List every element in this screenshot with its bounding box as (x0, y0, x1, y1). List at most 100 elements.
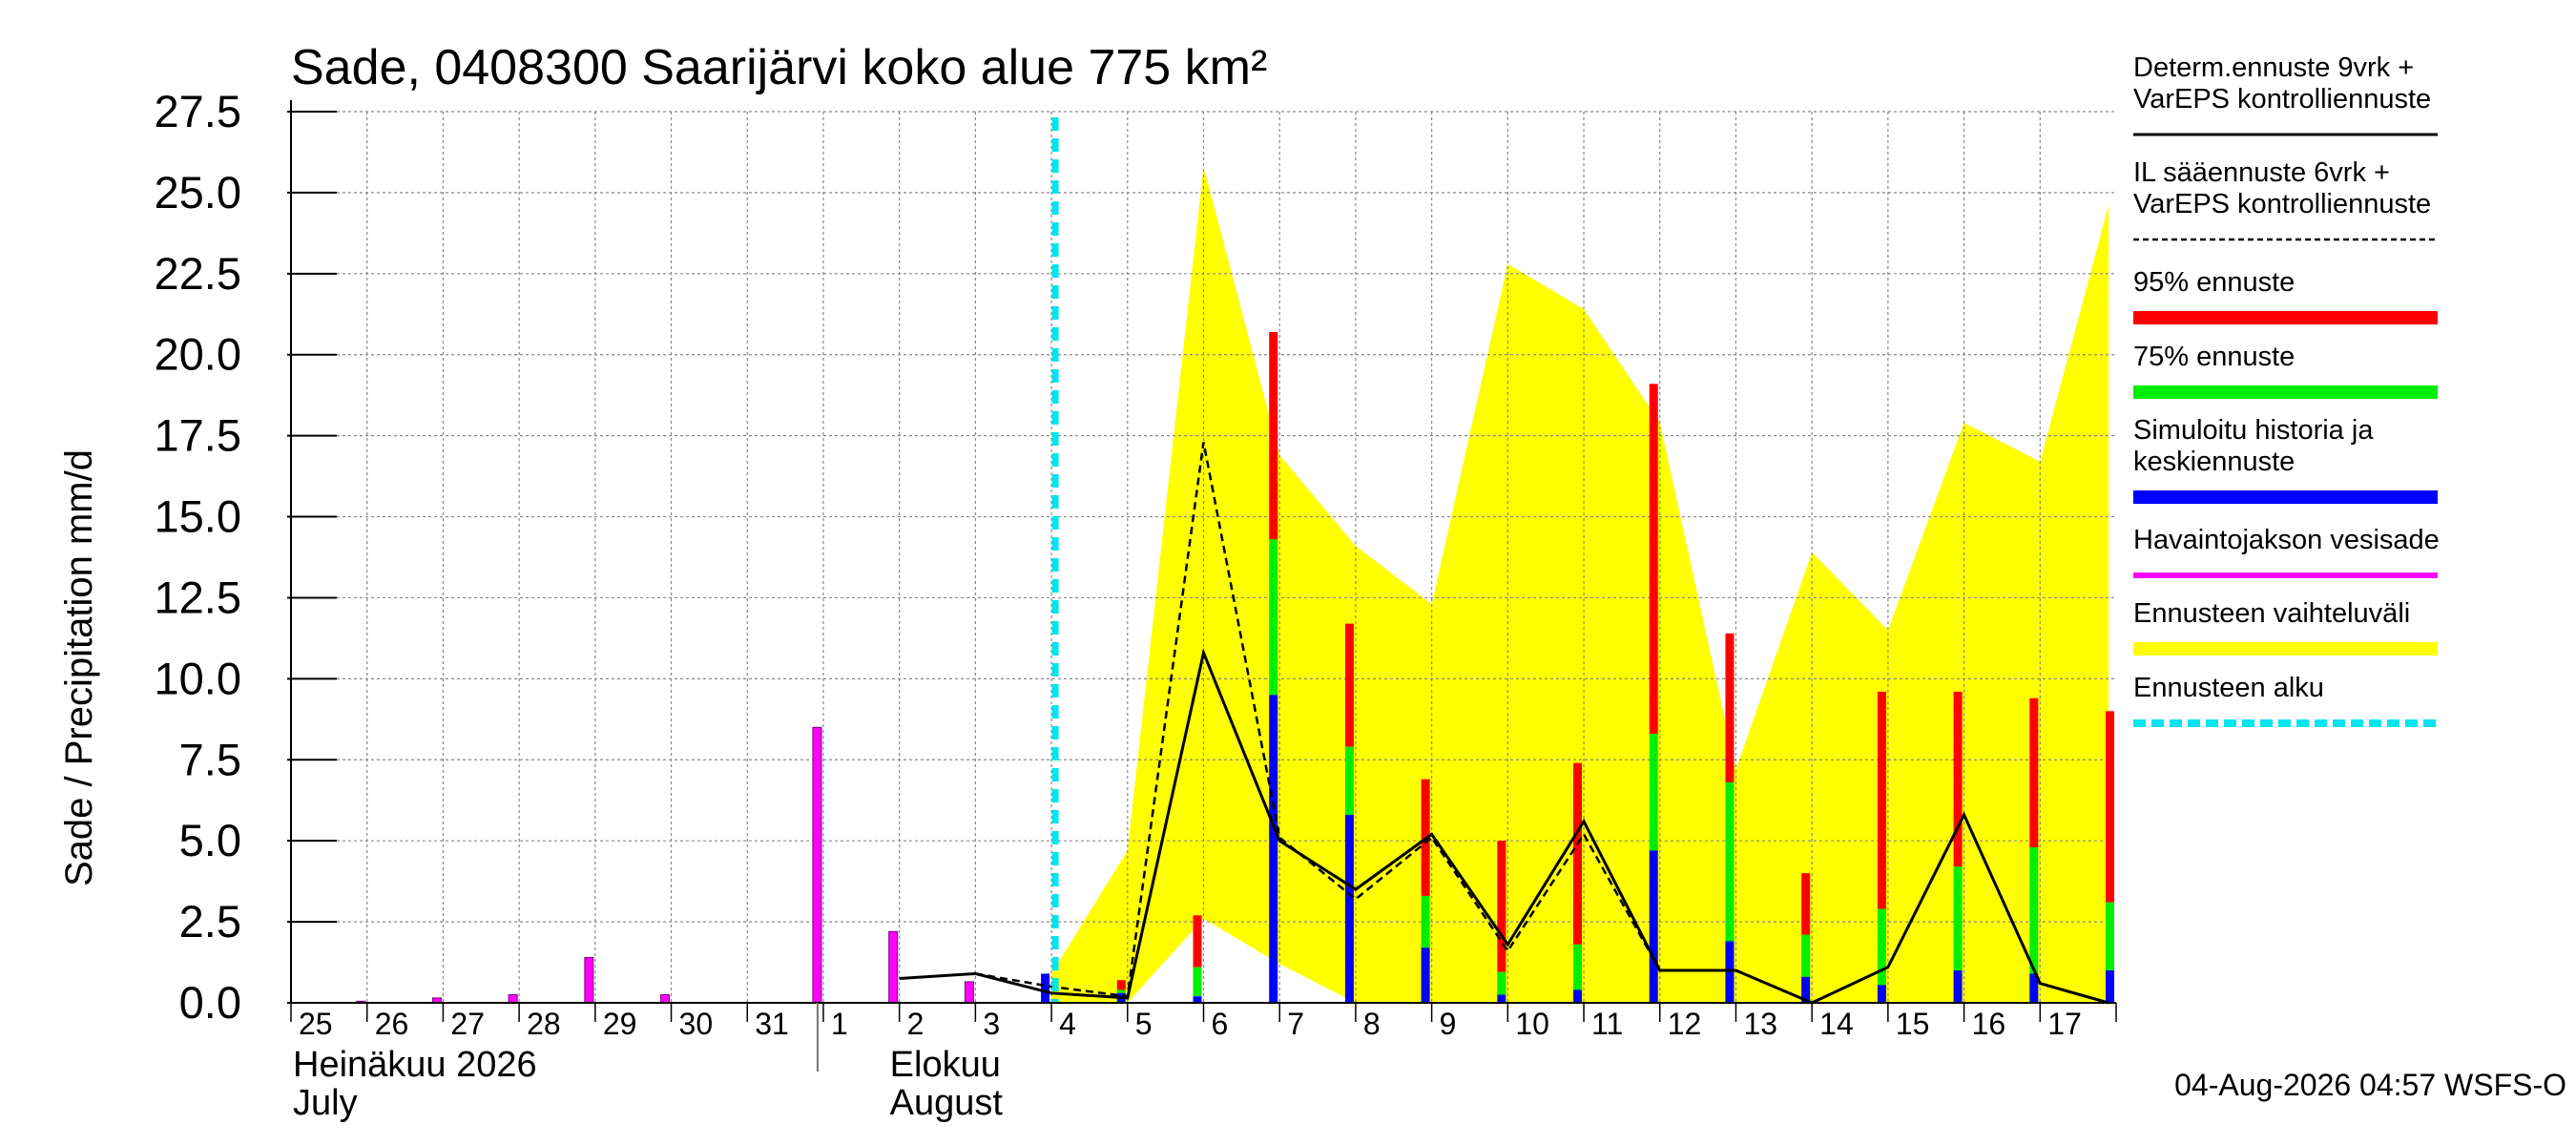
x-tick-label: 27 (450, 1007, 485, 1041)
y-tick-label: 27.5 (155, 86, 241, 136)
forecast-mean-bar (2029, 973, 2039, 1003)
observed-precip-bar (584, 956, 594, 1004)
x-tick-label: 8 (1363, 1007, 1381, 1041)
forecast-95-bar (1269, 331, 1278, 540)
forecast-mean-bar (1573, 989, 1583, 1003)
forecast-mean-bar (1269, 695, 1278, 1003)
forecast-75-bar (1193, 967, 1202, 997)
legend-label: Determ.ennuste 9vrk + (2133, 52, 2414, 83)
x-tick-label: 31 (755, 1007, 789, 1041)
legend: Determ.ennuste 9vrk +VarEPS kontrollienn… (2133, 52, 2440, 727)
forecast-75-bar (1344, 746, 1354, 816)
forecast-75-bar (1573, 944, 1583, 990)
plot-area: 0.0 2.5 5.0 7.5 10.0 12.5 15.0 17.5 20.0 22.5 25.0… (155, 86, 2117, 1123)
x-tick-label: 9 (1440, 1007, 1457, 1041)
forecast-75-bar (1497, 971, 1506, 995)
y-tick-label: 10.0 (155, 653, 241, 703)
forecast-95-bar (1573, 762, 1583, 945)
forecast-mean-bar (1344, 815, 1354, 1003)
month-label: Elokuu (890, 1045, 1001, 1085)
x-tick-label: 15 (1896, 1007, 1930, 1041)
x-tick-label: 14 (1819, 1007, 1854, 1041)
x-tick-label: 17 (2047, 1007, 2082, 1041)
x-tick-label: 7 (1287, 1007, 1304, 1041)
legend-label: IL sääennuste 6vrk + (2133, 157, 2390, 188)
forecast-95-bar (2029, 697, 2039, 847)
y-tick-label: 0.0 (179, 977, 241, 1028)
x-tick-label: 29 (603, 1007, 637, 1041)
legend-label: keskiennuste (2133, 447, 2295, 477)
y-tick-label: 7.5 (179, 734, 241, 784)
y-tick-label: 5.0 (179, 815, 241, 865)
forecast-95-bar (1953, 691, 1963, 867)
x-tick-label: 25 (299, 1007, 333, 1041)
y-axis-label: Sade / Precipitation mm/d (58, 449, 100, 886)
x-tick-label: 1 (831, 1007, 848, 1041)
y-tick-label: 25.0 (155, 167, 241, 218)
observed-precip-bar (812, 726, 822, 1004)
forecast-mean-bar (1421, 947, 1430, 1003)
x-tick-label: 2 (907, 1007, 924, 1041)
forecast-75-bar (2106, 902, 2114, 971)
x-tick-label: 5 (1135, 1007, 1153, 1041)
forecast-mean-bar (1953, 970, 1963, 1003)
x-tick-label: 3 (983, 1007, 1000, 1041)
observed-precip-bar (660, 994, 671, 1004)
forecast-95-bar (1497, 841, 1506, 972)
y-tick-label: 17.5 (155, 410, 241, 461)
forecast-mean-bar (1497, 994, 1506, 1003)
y-tick-label: 2.5 (179, 896, 241, 947)
month-label-en: July (293, 1083, 358, 1123)
forecast-75-bar (1953, 866, 1963, 971)
x-tick-label: 28 (527, 1007, 561, 1041)
forecast-95-bar (2106, 711, 2114, 903)
forecast-95-bar (1344, 623, 1354, 747)
observed-precip-bar (888, 930, 899, 1004)
forecast-mean-bar (1193, 996, 1202, 1003)
forecast-mean-bar (2106, 970, 2114, 1003)
timestamp-label: 04-Aug-2026 04:57 WSFS-O (2174, 1068, 2566, 1102)
forecast-75-bar (1649, 734, 1658, 851)
forecast-75-bar (1116, 989, 1126, 993)
month-label: Heinäkuu 2026 (293, 1045, 537, 1085)
forecast-75-bar (1801, 934, 1811, 977)
forecast-range-area (1051, 166, 2109, 1004)
x-tick-label: 6 (1212, 1007, 1229, 1041)
x-tick-label: 16 (1972, 1007, 2006, 1041)
forecast-95-bar (1801, 873, 1811, 935)
observed-precip-bar (508, 994, 518, 1004)
forecast-75-bar (1269, 539, 1278, 696)
forecast-75-bar (2029, 846, 2039, 974)
x-tick-label: 10 (1515, 1007, 1549, 1041)
x-tick-label: 26 (375, 1007, 409, 1041)
legend-label: VarEPS kontrolliennuste (2133, 189, 2431, 219)
forecast-95-bar (1116, 980, 1126, 990)
forecast-mean-bar (1725, 941, 1735, 1003)
x-tick-label: 12 (1668, 1007, 1702, 1041)
legend-label: Ennusteen vaihteluväli (2133, 598, 2410, 629)
forecast-95-bar (1725, 633, 1735, 783)
forecast-75-bar (1421, 895, 1430, 948)
x-tick-label: 4 (1059, 1007, 1076, 1041)
observed-precip-bar (964, 981, 974, 1004)
legend-label: Havaintojakson vesisade (2133, 525, 2440, 555)
chart-title: Sade, 0408300 Saarijärvi koko alue 775 k… (291, 40, 1267, 95)
y-tick-label: 22.5 (155, 248, 241, 299)
determ-forecast-line (899, 648, 2109, 1005)
x-tick-label: 13 (1743, 1007, 1777, 1041)
y-tick-label: 15.0 (155, 491, 241, 542)
legend-label: Ennusteen alku (2133, 673, 2324, 703)
forecast-mean-bar (1801, 976, 1811, 1003)
y-tick-label: 12.5 (155, 572, 241, 622)
legend-label: Simuloitu historia ja (2133, 415, 2374, 446)
forecast-mean-bar (1877, 985, 1886, 1003)
forecast-95-bar (1193, 915, 1202, 968)
forecast-75-bar (1877, 908, 1886, 986)
legend-label: VarEPS kontrolliennuste (2133, 84, 2431, 114)
forecast-mean-bar (1649, 850, 1658, 1003)
y-tick-label: 20.0 (155, 329, 241, 380)
simulated-history-bar (1041, 973, 1050, 1003)
forecast-75-bar (1725, 782, 1735, 942)
il-forecast-line (975, 442, 1661, 998)
